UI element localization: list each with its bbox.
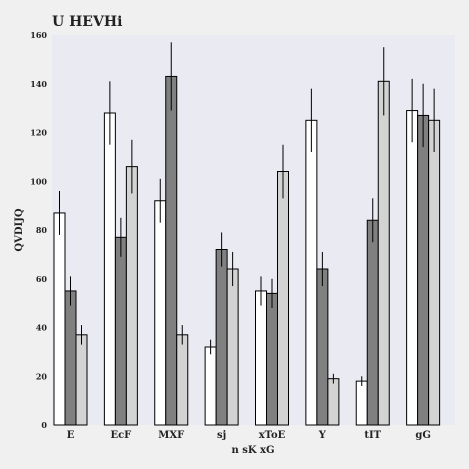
x-tick-label: E: [67, 430, 75, 441]
bar: [64, 290, 77, 426]
bar: [316, 268, 329, 426]
y-axis-label: QVDIJQ: [14, 208, 25, 252]
bar: [277, 171, 289, 426]
bar: [428, 119, 441, 426]
x-tick-label: gG: [415, 430, 431, 441]
x-tick-label: sj: [217, 430, 226, 441]
y-axis-ticks: 0 20 40 60 80 100 120 140 160: [30, 30, 47, 430]
x-tick-label: MXF: [158, 430, 184, 441]
y-tick-label: 40: [36, 323, 48, 333]
chart-title: U HEVHi: [52, 14, 122, 30]
y-tick-label: 160: [30, 30, 47, 40]
bar: [226, 268, 239, 426]
chart-marks: [53, 42, 441, 426]
bar: [114, 236, 127, 426]
x-axis-label: n sK xG: [231, 445, 274, 456]
bar: [75, 334, 88, 426]
bar: [377, 80, 390, 426]
y-tick-label: 120: [30, 128, 47, 138]
x-tick-label: Y: [318, 430, 327, 441]
bar: [215, 249, 228, 426]
bar: [53, 212, 66, 426]
y-tick-label: 100: [30, 176, 47, 186]
bar: [406, 110, 419, 426]
y-tick-label: 80: [36, 225, 48, 235]
y-tick-label: 0: [41, 420, 47, 430]
bar: [103, 112, 116, 426]
y-tick-label: 20: [36, 371, 48, 381]
bar: [366, 219, 379, 426]
bar: [355, 380, 368, 426]
bar: [176, 334, 189, 426]
bar: [204, 346, 217, 426]
y-tick-label: 140: [30, 79, 47, 89]
y-tick-label: 60: [36, 274, 48, 284]
bar: [305, 119, 318, 426]
bar: [165, 75, 178, 426]
bar: [417, 114, 430, 426]
bar: [255, 290, 267, 426]
x-tick-label: tIT: [364, 430, 381, 441]
x-tick-label: EcF: [110, 430, 131, 441]
bar: [154, 200, 167, 426]
bar: [266, 292, 278, 426]
bar: [125, 166, 138, 426]
x-tick-label: xToE: [259, 430, 286, 441]
bar: [327, 378, 340, 426]
